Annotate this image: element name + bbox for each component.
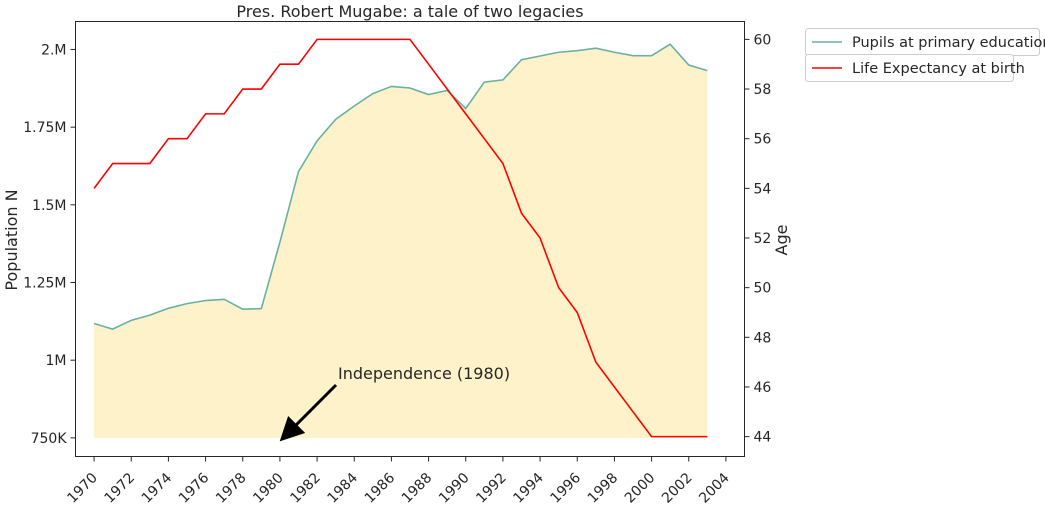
x-tick-label: 1988 [399,470,436,507]
legend-label-life-expectancy: Life Expectancy at birth [852,61,1025,77]
y-right-tick-label: 52 [754,231,772,247]
legend-label-pupils: Pupils at primary education [852,35,1045,51]
annotation-label: Independence (1980) [338,364,510,383]
y-left-tick-label: 750K [31,431,68,447]
x-tick-label: 1976 [176,470,213,507]
x-tick-label: 1978 [213,470,250,507]
x-tick-label: 1970 [64,470,101,507]
annotation-arrow [279,383,338,442]
y-left-tick-label: 2.M [41,42,66,58]
y-right-tick-label: 56 [754,132,772,148]
x-axis: 1970 1972 1974 1976 1978 1980 1982 1984 1986 1988… [64,456,733,507]
y-right-tick-label: 50 [754,281,772,297]
x-tick-label: 1998 [585,470,622,507]
pupils-line [93,43,708,330]
pupils-area-fill [94,44,708,438]
y-right-tick-label: 58 [754,82,772,98]
x-tick-label: 2000 [622,470,659,507]
x-tick-label: 1992 [473,470,510,507]
y-axis-right: 44 46 48 50 52 54 56 58 60 [744,32,772,446]
y-left-tick-label: 1.25M [23,276,66,292]
legend: Pupils at primary education Life Expecta… [805,28,1045,82]
x-tick-label: 1974 [139,470,176,507]
y-axis-left-title: Population N [2,189,21,290]
y-right-tick-label: 46 [754,380,772,396]
x-tick-label: 1984 [325,470,362,507]
x-tick-label: 1986 [362,470,399,507]
x-tick-label: 1994 [510,470,547,507]
y-left-tick-label: 1M [46,353,67,369]
annotation: Independence (1980) [279,364,510,442]
y-axis-right-title: Age [772,225,791,256]
chart-title: Pres. Robert Mugabe: a tale of two legac… [236,2,583,21]
x-tick-label: 1982 [287,470,324,507]
y-right-tick-label: 44 [754,430,772,446]
x-tick-label: 2002 [659,470,696,507]
x-tick-label: 1980 [250,470,287,507]
x-tick-label: 1972 [102,470,139,507]
y-axis-left: 750K 1M 1.25M 1.5M 1.75M 2.M [23,42,76,447]
plot-frame [75,21,745,457]
x-tick-label: 1996 [548,470,585,507]
y-left-tick-label: 1.75M [23,120,66,136]
y-right-tick-label: 60 [754,32,772,48]
y-left-tick-label: 1.5M [32,198,66,214]
legend-box-2 [805,54,1014,82]
y-right-tick-label: 54 [754,181,772,197]
x-tick-label: 2004 [696,470,733,507]
x-tick-label: 1990 [436,470,473,507]
plot-area [93,38,708,438]
y-right-tick-label: 48 [754,330,772,346]
life-expectancy-line [93,38,708,438]
